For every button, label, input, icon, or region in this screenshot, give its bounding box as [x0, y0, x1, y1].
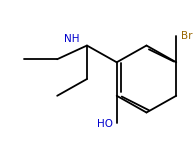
Text: Br: Br — [181, 31, 192, 41]
Text: NH: NH — [64, 34, 79, 44]
Text: HO: HO — [97, 119, 113, 129]
